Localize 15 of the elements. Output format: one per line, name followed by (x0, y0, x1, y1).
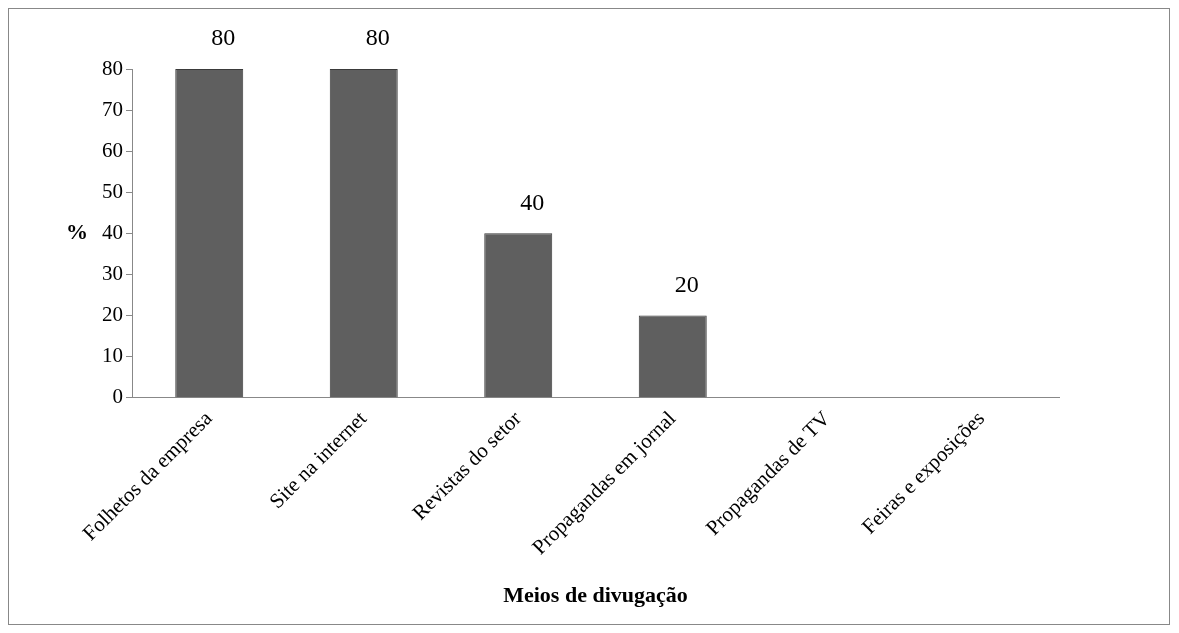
y-tick-label: 70 (102, 96, 123, 121)
y-tick-label: 50 (102, 178, 123, 203)
data-label: 80 (365, 24, 390, 51)
data-label: 20 (674, 270, 699, 297)
y-tick-label: 20 (102, 302, 123, 327)
y-tick-label: 0 (112, 384, 123, 409)
data-label: 40 (520, 188, 545, 215)
y-axis-title: % (66, 219, 88, 245)
data-label: 80 (211, 24, 236, 51)
y-tick-label: 40 (102, 219, 123, 244)
y-tick-label: 30 (102, 260, 123, 285)
x-axis-title: Meios de divugação (503, 582, 688, 608)
y-tick-label: 80 (102, 55, 123, 80)
y-tick-label: 60 (102, 137, 123, 162)
y-tick-label: 10 (102, 343, 123, 368)
